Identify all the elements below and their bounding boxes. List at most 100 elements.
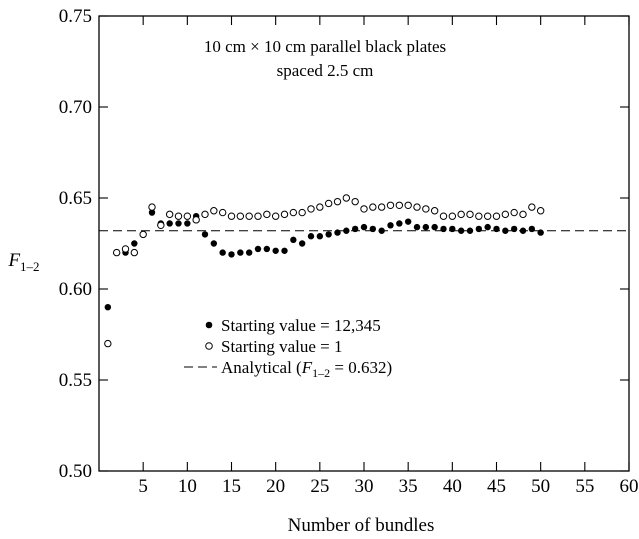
x-tick-label: 55 [575,476,594,497]
data-point-series-2 [386,201,395,209]
data-point-series-2 [351,197,359,206]
data-point-series-1 [281,247,288,254]
data-point-series-1 [378,227,385,234]
legend-ref-prefix: Analytical ( [221,358,302,377]
data-point-series-2 [510,208,518,217]
data-point-series-1 [510,225,518,233]
data-point-series-1 [254,245,262,253]
x-tick-label: 50 [531,476,550,497]
legend: Starting value = 12,345 Starting value =… [184,316,392,380]
data-point-series-2 [466,210,474,219]
data-point-series-1 [519,227,527,234]
ticks [99,15,630,472]
x-tick-label: 20 [266,476,285,497]
legend-ref-suffix: = 0.632) [330,358,392,377]
annotation-line-1: 10 cm × 10 cm parallel black plates [204,37,446,56]
legend-label-series-2: Starting value = 1 [221,337,342,356]
data-point-series-2 [192,216,200,224]
data-point-series-2 [360,205,368,213]
x-axis-title: Number of bundles [288,515,435,536]
data-point-series-1 [334,229,341,236]
data-point-series-2 [501,210,510,219]
legend-ref-sub: 1–2 [312,366,330,380]
data-point-series-2 [218,208,227,217]
x-tick-label: 10 [178,476,197,497]
data-point-series-2 [104,339,112,348]
data-point-series-2 [413,203,421,211]
data-point-series-1 [387,222,394,229]
data-point-series-1 [245,249,253,256]
data-point-series-1 [104,304,112,311]
x-tick-label: 30 [355,476,374,497]
data-point-series-1 [131,240,138,247]
legend-marker-series-1 [205,321,213,329]
data-point-series-1 [475,225,483,233]
data-point-series-2 [210,207,218,215]
data-point-series-2 [280,210,289,219]
data-point-series-2 [395,201,404,209]
data-point-series-1 [351,225,359,233]
data-point-series-1 [263,245,271,253]
data-point-series-2 [245,212,253,220]
data-point-series-1 [201,231,209,238]
data-point-series-2 [174,212,183,220]
data-point-series-2 [369,203,377,211]
data-point-series-2 [271,212,280,220]
data-point-series-1 [431,223,438,231]
legend-marker-series-2 [205,342,213,350]
x-tick-label: 35 [399,476,418,497]
data-point-series-2 [492,212,501,220]
data-point-series-1 [166,220,173,227]
data-point-series-1 [484,223,491,231]
plot-frame [98,15,630,472]
data-point-series-2 [112,248,121,257]
data-point-series-2 [227,212,236,220]
data-point-series-1 [537,229,544,236]
x-tick-label: 45 [487,476,506,497]
data-point-series-1 [316,233,324,240]
data-point-series-2 [139,230,147,239]
data-point-series-2 [165,210,174,219]
data-point-series-2 [254,212,262,220]
annotation-line-2: spaced 2.5 cm [277,61,374,80]
data-point-series-1 [404,218,412,225]
data-point-series-2 [342,194,351,202]
x-tick-label: 5 [138,476,148,497]
data-point-series-2 [324,199,333,208]
data-point-series-2 [448,212,457,220]
data-point-series-1 [413,223,421,231]
data-point-series-2 [130,248,139,257]
y-tick-label: 0.50 [59,461,92,482]
legend-ref-var: F [301,358,313,377]
data-point-series-1 [290,236,297,244]
x-tick-label: 40 [443,476,462,497]
data-point-series-2 [430,207,439,215]
y-tick-label: 0.75 [59,6,92,27]
data-point-series-2 [121,245,130,253]
data-point-series-2 [157,221,165,230]
y-axis-title-var: F [7,250,20,271]
data-point-series-2 [377,203,386,211]
data-point-series-1 [184,220,191,227]
data-point-series-2 [528,203,536,211]
data-point-series-2 [236,212,245,220]
data-point-series-1 [148,209,156,216]
data-point-series-1 [175,220,182,227]
data-point-series-2 [457,210,465,219]
data-point-series-2 [519,210,527,219]
data-point-series-1 [369,225,377,233]
data-points [104,194,545,348]
data-point-series-2 [536,207,545,215]
y-axis-title-sub: 1–2 [20,259,40,274]
data-point-series-1 [272,247,279,254]
data-point-series-1 [502,227,509,234]
data-point-series-1 [422,223,430,231]
legend-label-series-1: Starting value = 12,345 [221,316,381,335]
data-point-series-2 [422,205,430,213]
data-point-series-2 [439,212,448,220]
data-point-series-2 [298,208,306,217]
data-point-series-1 [440,225,447,233]
data-point-series-1 [219,249,226,256]
legend-label-reference: Analytical (F1–2 = 0.632) [221,358,392,380]
